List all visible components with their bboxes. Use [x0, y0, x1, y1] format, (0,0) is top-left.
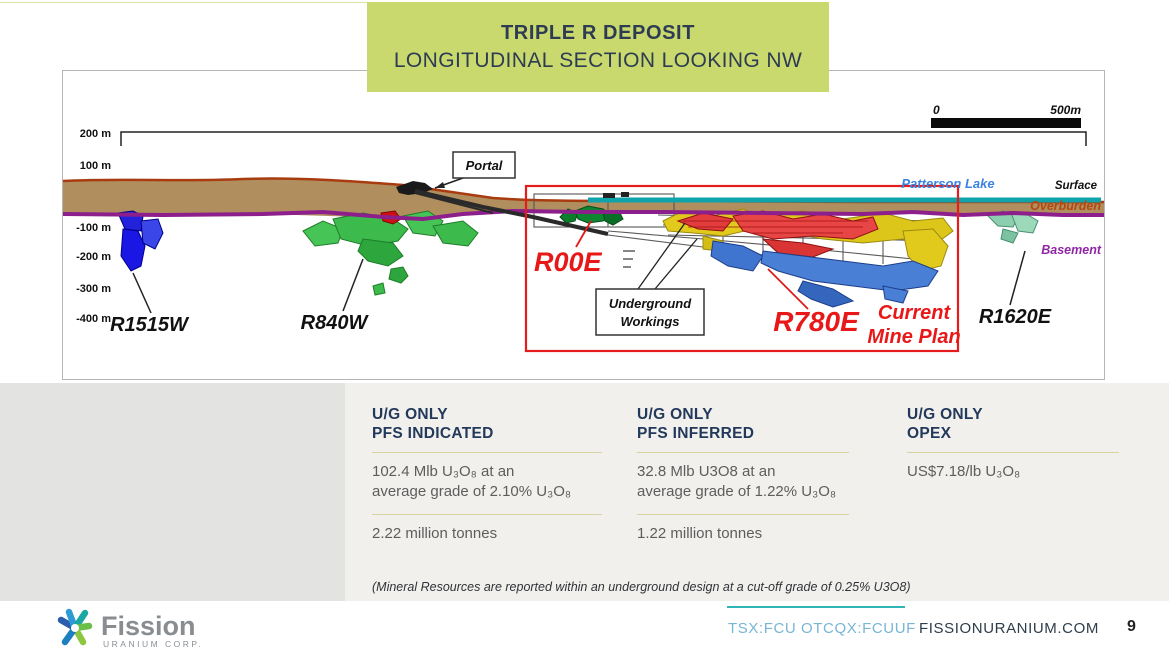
stat-heading: U/G ONLY PFS INDICATED: [372, 405, 602, 443]
zone-r780e-other: [710, 240, 939, 308]
stat-col-pfs-inferred: U/G ONLY PFS INFERRED 32.8 Mlb U3O8 at an…: [637, 405, 849, 542]
ticker-tsx-link[interactable]: TSX:FCU: [728, 620, 797, 637]
divider: [637, 452, 849, 453]
ticker-otcqx-link[interactable]: OTCQX:FCUUF: [801, 620, 916, 637]
section-extent-bracket: [120, 131, 1087, 146]
axis-tick-m100: -100 m: [76, 222, 111, 234]
svg-text:R00E: R00E: [534, 247, 603, 277]
stat-body: US$7.18/lb U₃O₈: [907, 462, 1119, 482]
zone-r1515w: [117, 210, 164, 272]
overburden-band: [63, 177, 1104, 219]
stat-body-line: 32.8 Mlb U3O8 at an: [637, 463, 776, 480]
scale-right-label: 500m: [1050, 103, 1081, 117]
stat-heading-line: U/G ONLY: [637, 406, 713, 423]
current-mine-plan-label: Current Mine Plan: [867, 302, 960, 348]
axis-tick-100: 100 m: [80, 160, 111, 172]
stat-tonnes: 2.22 million tonnes: [372, 525, 498, 542]
footer-accent-line: [727, 606, 905, 608]
zone-r780e-high-grade: [676, 210, 879, 258]
stat-col-pfs-indicated: U/G ONLY PFS INDICATED 102.4 Mlb U₃O₈ at …: [372, 405, 602, 542]
r780e-label: R780E: [767, 268, 860, 337]
stat-heading-line: U/G ONLY: [372, 406, 448, 423]
stat-heading-line: OPEX: [907, 425, 952, 442]
stat-heading-line: U/G ONLY: [907, 406, 983, 423]
svg-text:Workings: Workings: [621, 314, 680, 329]
svg-text:Underground: Underground: [609, 296, 692, 311]
stats-panel: [345, 383, 1169, 601]
overburden-label: Overburden: [1030, 199, 1101, 213]
axis-tick-200: 200 m: [80, 128, 111, 140]
divider: [907, 452, 1119, 453]
stat-heading-line: PFS INFERRED: [637, 425, 755, 442]
stat-body-line: average grade of 2.10% U₃O₈: [372, 483, 572, 500]
zone-r1620e: [987, 210, 1039, 244]
stat-body-line: average grade of 1.22% U₃O₈: [637, 483, 837, 500]
r1515w-label: R1515W: [110, 272, 190, 336]
top-accent-line: [0, 2, 368, 3]
slide-subtitle: LONGITUDINAL SECTION LOOKING NW: [393, 49, 803, 72]
svg-text:Portal: Portal: [466, 158, 503, 173]
stat-body: 102.4 Mlb U₃O₈ at an average grade of 2.1…: [372, 462, 602, 502]
patterson-lake-label: Patterson Lake: [901, 176, 994, 191]
fission-logo-svg: Fission URANIUM CORP.: [57, 608, 203, 649]
scale-left-label: 0: [933, 103, 940, 117]
axis-tick-m300: -300 m: [76, 283, 111, 295]
legend-panel: R1515W Zone R840W (Main) Zone R840W High…: [0, 383, 345, 601]
r00e-label: R00E: [534, 220, 603, 277]
svg-text:R780E: R780E: [773, 306, 860, 337]
divider: [372, 514, 602, 515]
svg-text:Mine Plan: Mine Plan: [867, 326, 960, 348]
stat-body: 32.8 Mlb U3O8 at an average grade of 1.22…: [637, 462, 849, 502]
current-mine-plan-box: [524, 184, 960, 353]
r1620e-label: R1620E: [979, 250, 1052, 328]
website-link[interactable]: FISSIONURANIUM.COM: [919, 620, 1099, 637]
r840w-label: R840W: [301, 258, 370, 334]
underground-workings-label: Underground Workings: [595, 222, 705, 336]
footer: Fission URANIUM CORP. TSX:FCU OTCQX:FCUU…: [0, 601, 1169, 655]
axis-tick-m200: -200 m: [76, 251, 111, 263]
portal-label: Portal: [434, 151, 516, 189]
surface-label: Surface: [1055, 180, 1098, 192]
slide-title-box: TRIPLE R DEPOSIT LONGITUDINAL SECTION LO…: [367, 2, 829, 92]
stat-heading: U/G ONLY PFS INFERRED: [637, 405, 849, 443]
axis-tick-m400: -400 m: [76, 313, 111, 325]
surface-structure: [603, 193, 615, 198]
stat-body-line: US$7.18/lb U₃O₈: [907, 463, 1021, 480]
scale-bar: 0 500m: [931, 103, 1081, 128]
longitudinal-section-figure: 0 500m 200 m 100 m 0 m -100 m -200 m -30…: [62, 70, 1105, 380]
basement-contact-line: [63, 208, 1104, 222]
fission-logo-icon: [57, 608, 93, 646]
svg-text:Current: Current: [878, 302, 952, 324]
stat-body-line: 102.4 Mlb U₃O₈ at an: [372, 463, 515, 480]
footnote: (Mineral Resources are reported within a…: [372, 580, 911, 594]
portal-decline: [396, 181, 609, 236]
svg-text:R1620E: R1620E: [979, 306, 1052, 328]
stat-tonnes: 1.22 million tonnes: [637, 525, 763, 542]
basement-label: Basement: [1041, 243, 1102, 257]
section-diagram-svg: 0 500m 200 m 100 m 0 m -100 m -200 m -30…: [63, 103, 1104, 353]
fission-logo-sub: URANIUM CORP.: [103, 639, 203, 649]
depth-axis: 200 m 100 m 0 m -100 m -200 m -300 m -40…: [76, 128, 111, 325]
stat-heading-line: PFS INDICATED: [372, 425, 494, 442]
divider: [637, 514, 849, 515]
svg-text:R840W: R840W: [301, 312, 370, 334]
page-number: 9: [1127, 618, 1136, 635]
fission-logo-name: Fission: [101, 611, 196, 641]
slide-title: TRIPLE R DEPOSIT: [500, 22, 696, 44]
fission-logo: Fission URANIUM CORP.: [55, 604, 245, 655]
surface-line: [63, 177, 1104, 204]
zone-r840w: [302, 210, 479, 296]
stat-heading: U/G ONLY OPEX: [907, 405, 1119, 443]
surface-structure: [621, 192, 629, 197]
divider: [372, 452, 602, 453]
stat-col-opex: U/G ONLY OPEX US$7.18/lb U₃O₈: [907, 405, 1119, 482]
svg-text:R1515W: R1515W: [110, 314, 190, 336]
